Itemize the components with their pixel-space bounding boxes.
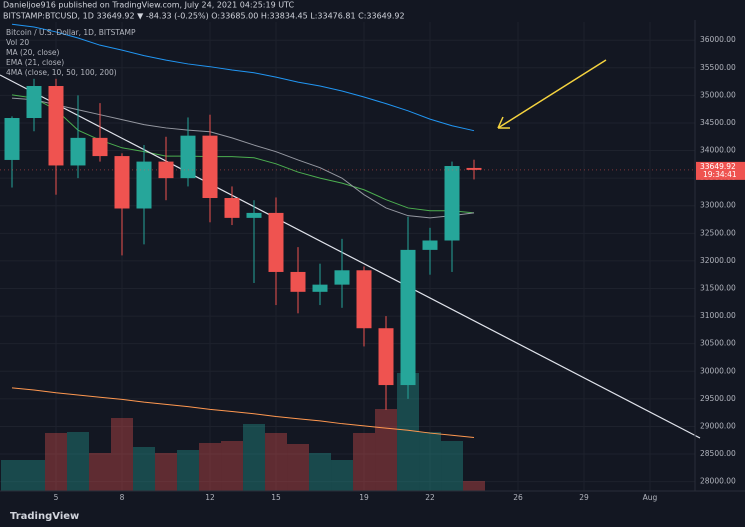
- volume-bar: [309, 453, 332, 491]
- x-tick-label: Aug: [643, 493, 658, 502]
- y-tick-label: 30500.00: [700, 339, 736, 348]
- x-tick-label: 29: [579, 493, 589, 502]
- ma-line: [11, 97, 475, 219]
- footer: [0, 505, 745, 527]
- y-tick-label: 28500.00: [700, 449, 736, 458]
- candle-body: [378, 328, 394, 386]
- candle-body: [422, 240, 438, 250]
- volume-bar: [243, 424, 266, 491]
- candle-body: [356, 270, 372, 329]
- volume-bar: [331, 460, 354, 491]
- last-price-label: 33649.92: [700, 162, 736, 171]
- brand: TradingView: [10, 511, 79, 522]
- y-tick-label: 30000.00: [700, 366, 736, 375]
- header-line: Danieljoe916 published on TradingView.co…: [3, 1, 294, 10]
- candle-body: [246, 212, 262, 218]
- arrow: [497, 59, 607, 129]
- x-tick-label: 5: [54, 493, 59, 502]
- candle-body: [26, 86, 42, 119]
- candle-body: [92, 137, 108, 157]
- last-price-tag: [696, 161, 745, 180]
- volume-bar: [45, 433, 68, 491]
- countdown: 19:34:41: [703, 170, 737, 179]
- x-tick-label: 8: [120, 493, 125, 502]
- arrow-head: [497, 116, 510, 129]
- volume-bar: [23, 460, 46, 491]
- candle-body: [136, 161, 152, 209]
- candle-body: [180, 135, 196, 179]
- y-tick-label: 35000.00: [700, 90, 736, 99]
- volume-bar: [199, 443, 222, 491]
- candle-body: [334, 270, 350, 285]
- y-tick-label: 34500.00: [700, 118, 736, 127]
- trend-line: [0, 74, 701, 439]
- y-tick-label: 35500.00: [700, 63, 736, 72]
- x-tick-label: 12: [205, 493, 215, 502]
- volume-bar: [353, 433, 376, 491]
- candle-body: [70, 137, 86, 166]
- legend-entry: MA (20, close): [6, 48, 60, 57]
- x-tick-label: 15: [271, 493, 281, 502]
- legend-entry: EMA (21, close): [6, 58, 64, 67]
- y-tick-label: 33000.00: [700, 201, 736, 210]
- y-tick-label: 34000.00: [700, 146, 736, 155]
- volume-bar: [441, 441, 464, 491]
- ma-line: [11, 387, 475, 438]
- volume-bar: [463, 481, 486, 491]
- candle-body: [158, 161, 174, 179]
- volume-bar: [221, 441, 244, 491]
- header-line: BITSTAMP:BTCUSD, 1D 33649.92 ▼ -84.33 (-…: [3, 12, 405, 21]
- volume-bar: [133, 447, 156, 491]
- candle-body: [202, 135, 218, 199]
- candle-body: [466, 167, 482, 170]
- x-tick-label: 22: [425, 493, 435, 502]
- candle-body: [114, 156, 130, 209]
- volume-bar: [375, 409, 398, 491]
- y-tick-label: 29500.00: [700, 394, 736, 403]
- legend-entry: 4MA (close, 10, 50, 100, 200): [6, 68, 117, 77]
- volume-bar: [265, 433, 288, 491]
- volume-bar: [419, 432, 442, 491]
- x-tick-label: 19: [359, 493, 369, 502]
- y-tick-label: 32000.00: [700, 256, 736, 265]
- candle-body: [290, 271, 306, 292]
- candle-body: [400, 249, 416, 386]
- volume-bar: [397, 373, 420, 491]
- y-tick-label: 28000.00: [700, 477, 736, 486]
- volume-bar: [287, 444, 310, 491]
- volume-bar: [177, 450, 200, 491]
- legend-entry: Vol 20: [6, 38, 29, 47]
- y-tick-label: 31500.00: [700, 284, 736, 293]
- candle-body: [224, 198, 240, 218]
- volume-bar: [89, 453, 112, 491]
- volume-bar: [111, 418, 134, 491]
- y-tick-label: 32500.00: [700, 228, 736, 237]
- ma-line: [11, 23, 475, 132]
- candle-body: [444, 166, 460, 241]
- volume-bar: [1, 460, 24, 491]
- candle-body: [312, 284, 328, 292]
- legend-entry: Bitcoin / U.S. Dollar, 1D, BITSTAMP: [6, 28, 136, 37]
- ma-line: [11, 94, 475, 214]
- y-tick-label: 29000.00: [700, 421, 736, 430]
- candle-body: [268, 212, 284, 272]
- candle-body: [4, 118, 20, 160]
- y-tick-label: 31000.00: [700, 311, 736, 320]
- x-tick-label: 26: [513, 493, 523, 502]
- volume-bar: [67, 432, 90, 491]
- candle-body: [48, 86, 64, 166]
- y-tick-label: 36000.00: [700, 35, 736, 44]
- volume-bar: [155, 453, 178, 491]
